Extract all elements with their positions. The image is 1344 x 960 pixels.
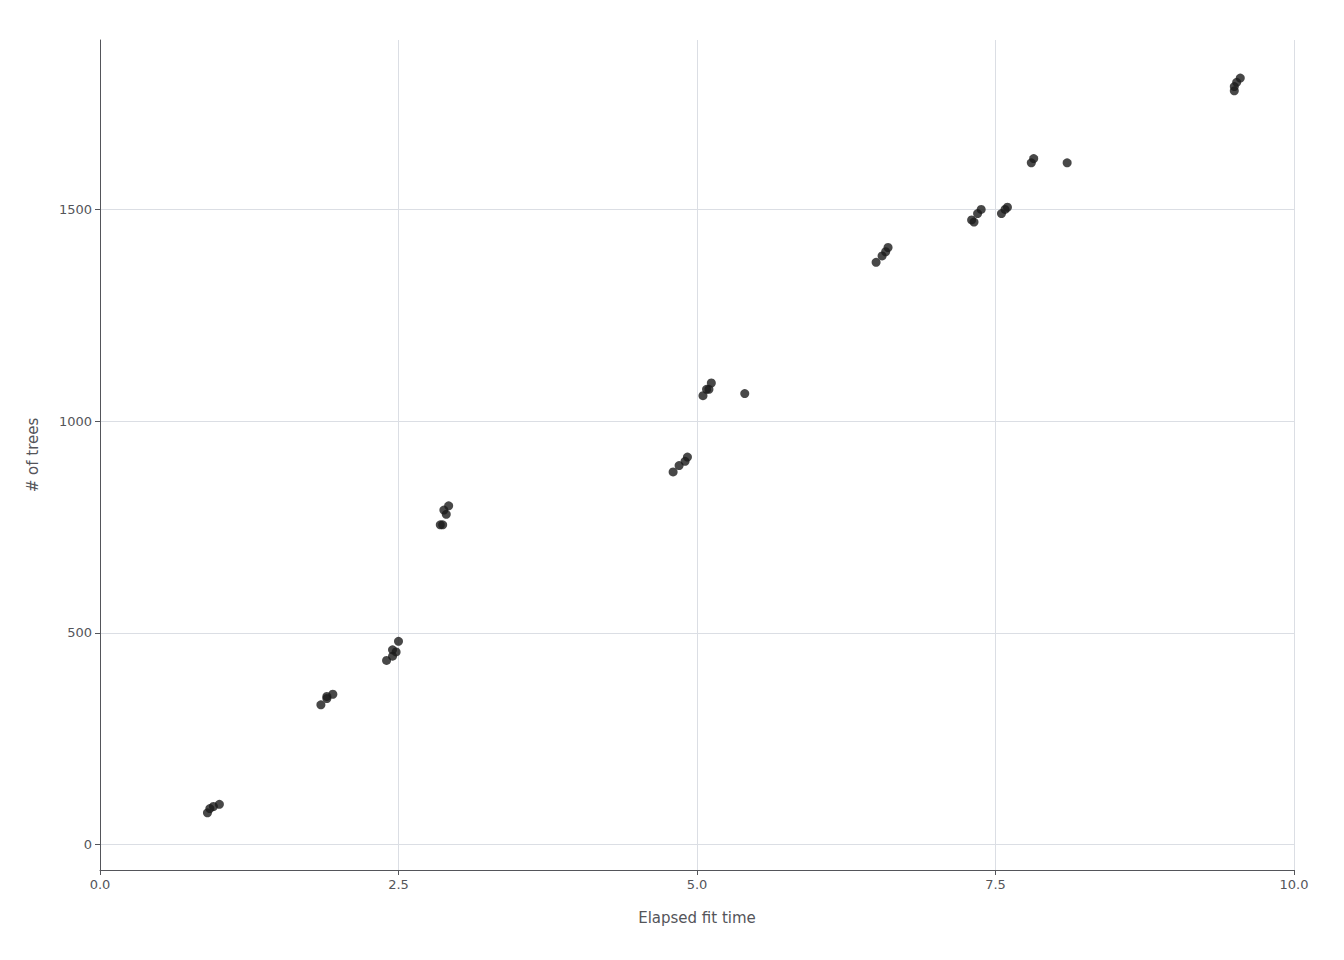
svg-text:2.5: 2.5 (388, 877, 409, 892)
svg-text:7.5: 7.5 (985, 877, 1006, 892)
svg-text:# of trees: # of trees (24, 418, 42, 493)
svg-text:10.0: 10.0 (1280, 877, 1309, 892)
svg-text:1000: 1000 (59, 414, 92, 429)
svg-text:0.0: 0.0 (90, 877, 111, 892)
svg-text:1500: 1500 (59, 202, 92, 217)
svg-text:5.0: 5.0 (687, 877, 708, 892)
svg-text:0: 0 (84, 837, 92, 852)
svg-text:500: 500 (67, 625, 92, 640)
svg-text:Elapsed fit time: Elapsed fit time (638, 909, 756, 927)
